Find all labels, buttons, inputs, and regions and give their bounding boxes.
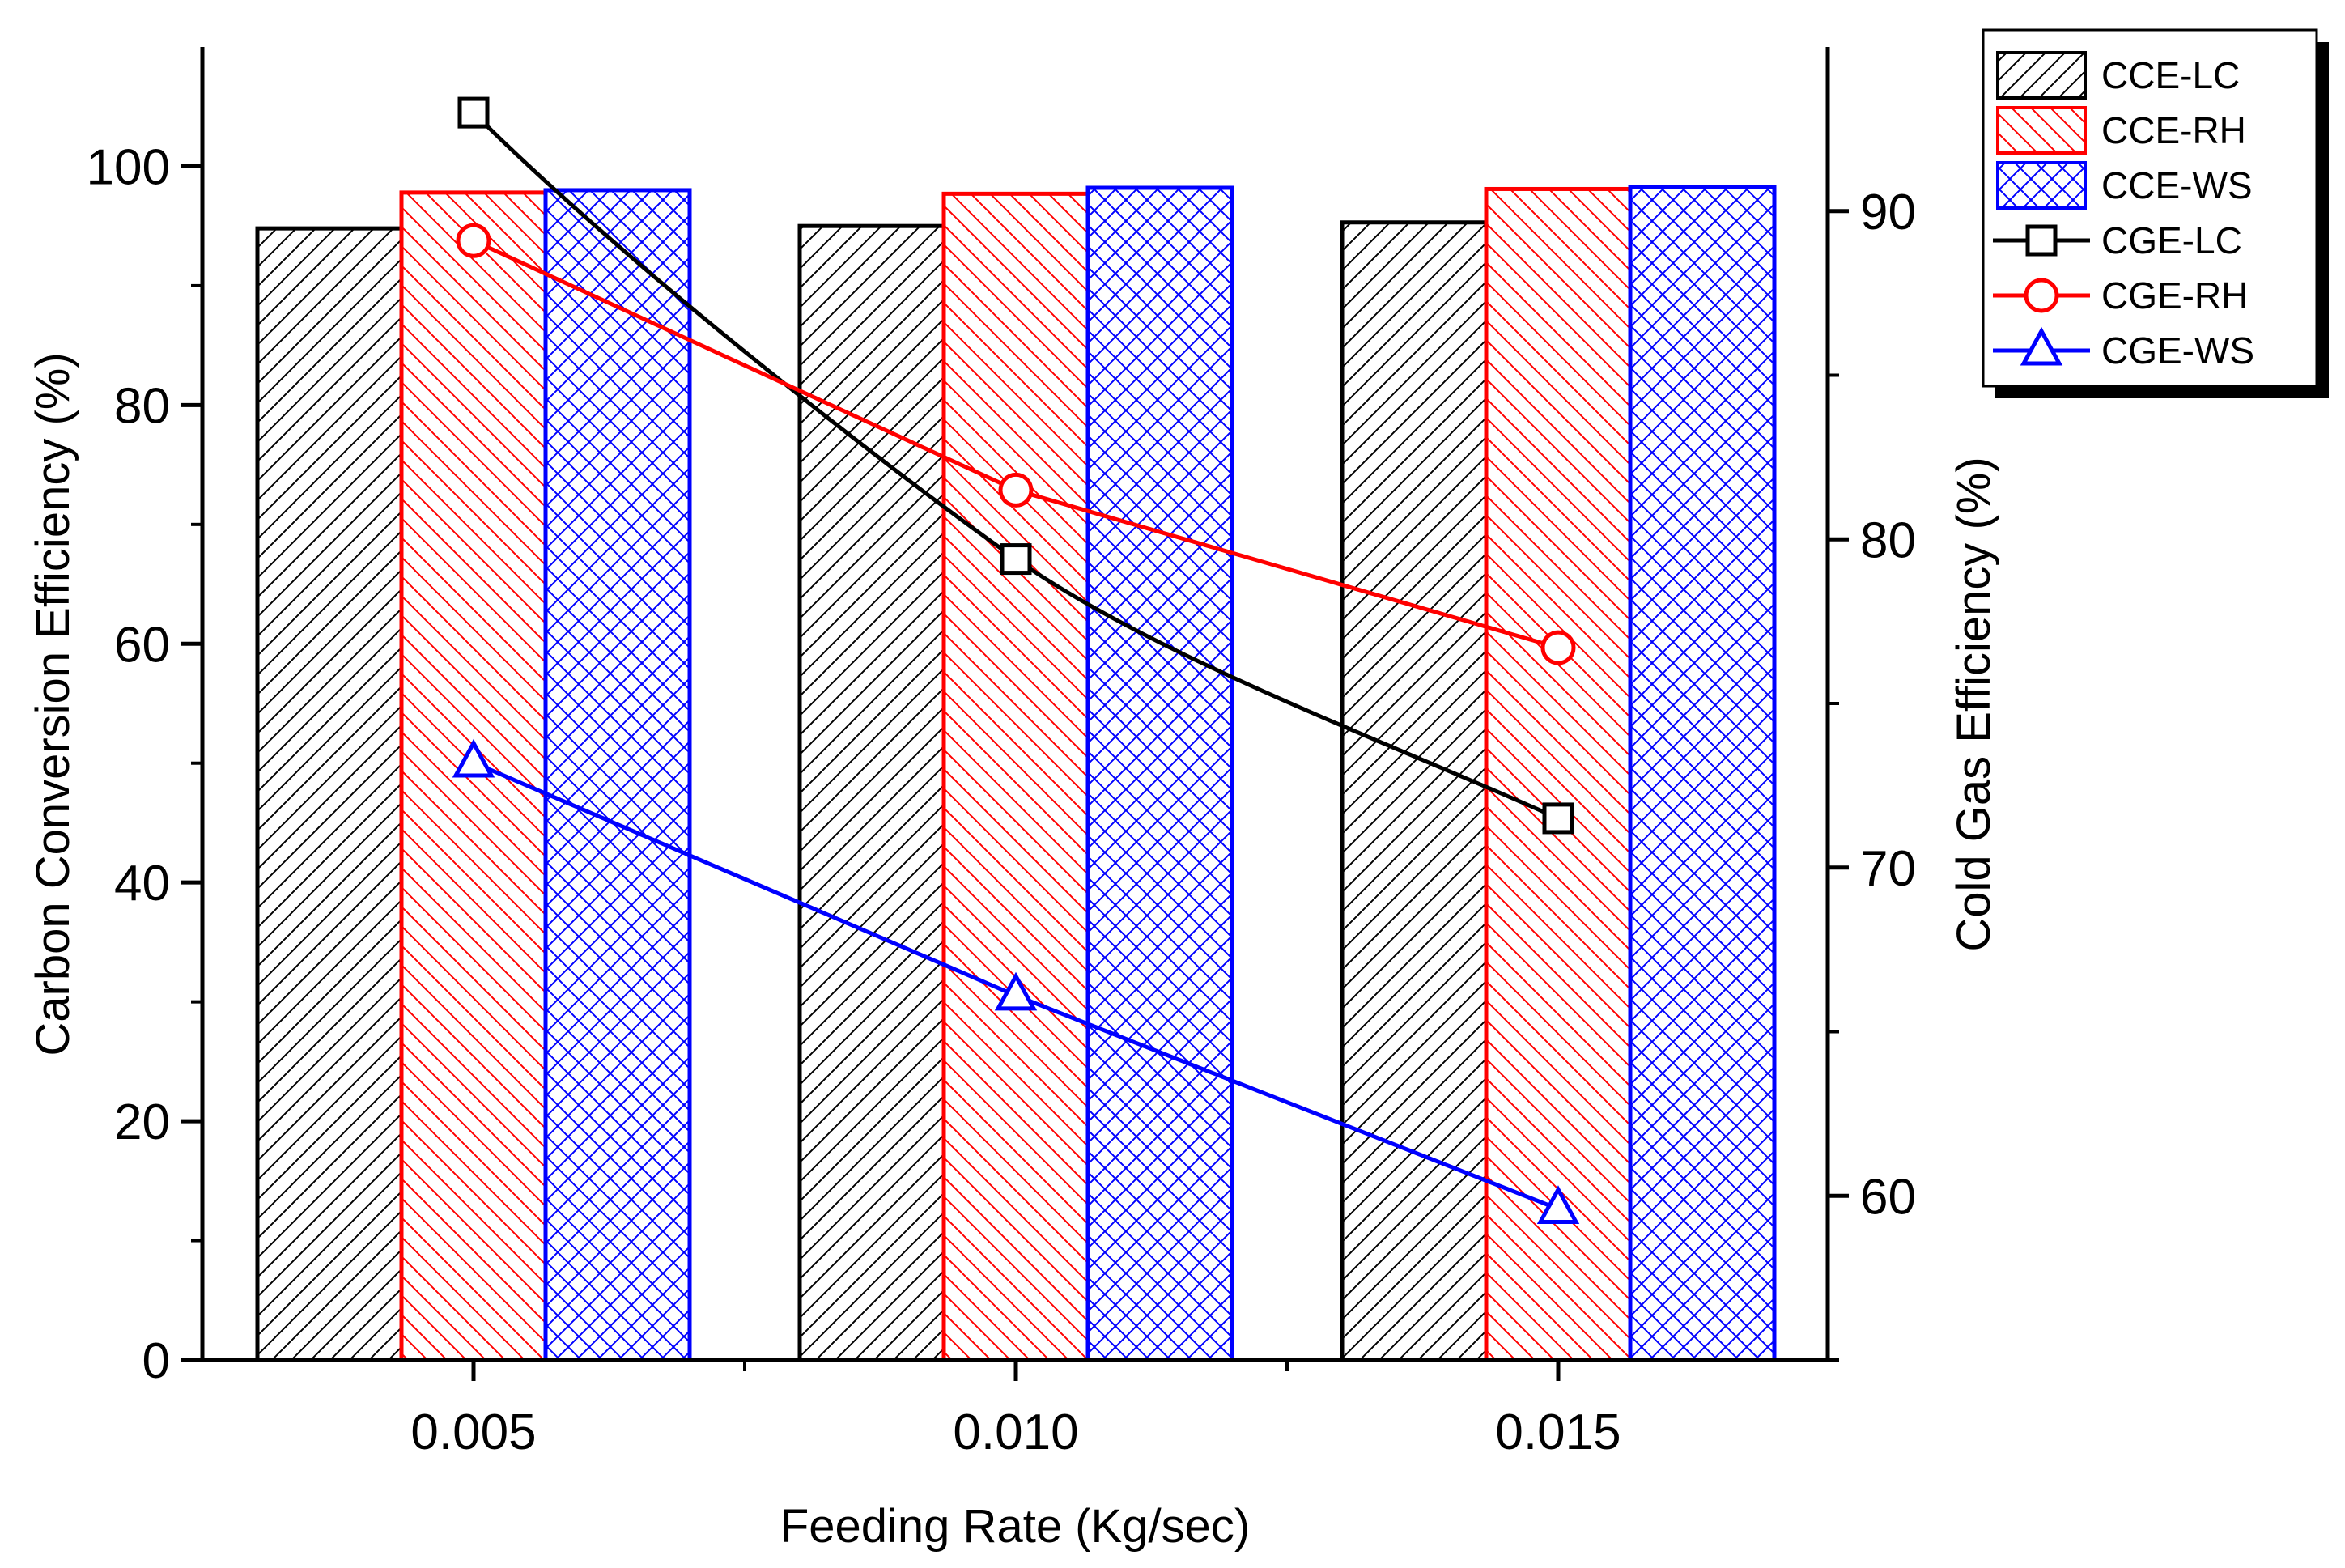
bar-fill	[543, 188, 692, 1362]
y2-axis-title: Cold Gas Efficiency (%)	[1948, 457, 2000, 951]
legend-label: CGE-WS	[2101, 329, 2254, 372]
legend-item-cce-lc: CCE-LC	[1996, 51, 2240, 100]
x-axis-title: Feeding Rate (Kg/sec)	[780, 1500, 1250, 1553]
marker-cge-lc-1	[1000, 543, 1032, 576]
legend-items: CCE-LC CCE-RH CCE-WS CGE-LC CGE-RH CGE-WS	[1993, 51, 2254, 372]
y-tick-label: 60	[114, 617, 170, 673]
bar-cce-ws-1	[1085, 185, 1234, 1362]
bar-cce-lc-1	[797, 223, 946, 1362]
legend-label: CCE-RH	[2101, 109, 2246, 151]
legend-item-cge-lc: CGE-LC	[1993, 219, 2242, 261]
bar-fill	[941, 191, 1090, 1362]
legend-marker	[2024, 278, 2059, 313]
legend-label: CCE-WS	[2101, 164, 2253, 206]
bar-cce-rh-1	[941, 191, 1090, 1362]
legend-swatch	[1996, 161, 2087, 210]
legend: CCE-LC CCE-RH CCE-WS CGE-LC CGE-RH CGE-WS	[1982, 28, 2329, 398]
legend-item-cge-rh: CGE-RH	[1993, 274, 2248, 317]
marker-cge-lc-0	[457, 96, 490, 129]
marker-cge-ws-1	[994, 971, 1038, 1011]
y2-tick-label: 60	[1860, 1169, 1916, 1225]
ticks-layer: 0 20 40 60 80 100 60 70 80 90 0.005 0.010 0.015	[87, 139, 1916, 1460]
y-tick-label: 20	[114, 1094, 170, 1150]
x-tick-label: 0.005	[410, 1404, 536, 1460]
marker-cge-ws-2	[1536, 1185, 1580, 1224]
bar-cce-ws-2	[1628, 185, 1777, 1362]
legend-item-cge-ws: CGE-WS	[1993, 326, 2254, 372]
legend-swatch	[1996, 106, 2087, 155]
bar-fill	[1484, 186, 1633, 1362]
bar-fill	[1340, 220, 1489, 1362]
y2-tick-label: 80	[1860, 512, 1916, 568]
y-tick-label: 40	[114, 856, 170, 911]
legend-item-cce-rh: CCE-RH	[1996, 106, 2246, 155]
x-tick-label: 0.015	[1495, 1404, 1621, 1460]
marker-cge-rh-0	[456, 223, 491, 258]
legend-label: CCE-LC	[2101, 54, 2240, 96]
bar-fill	[1628, 185, 1777, 1362]
legend-swatch	[1996, 51, 2087, 100]
legend-marker	[2025, 224, 2058, 257]
y2-tick-label: 70	[1860, 841, 1916, 897]
bar-fill	[255, 226, 404, 1362]
marker-cge-rh-2	[1540, 630, 1576, 665]
bar-cce-rh-2	[1484, 186, 1633, 1362]
bar-cce-ws-0	[543, 188, 692, 1362]
bars-layer	[255, 185, 1777, 1362]
bar-fill	[1085, 185, 1234, 1362]
y2-tick-label: 90	[1860, 185, 1916, 240]
y-axis-title: Carbon Conversion Efficiency (%)	[27, 352, 79, 1056]
legend-marker	[2020, 326, 2063, 366]
bar-cce-lc-0	[255, 226, 404, 1362]
legend-label: CGE-LC	[2101, 219, 2242, 261]
marker-cge-ws-0	[452, 738, 495, 778]
legend-item-cce-ws: CCE-WS	[1996, 161, 2253, 210]
y-tick-label: 80	[114, 378, 170, 434]
bar-fill	[797, 223, 946, 1362]
y-tick-label: 100	[87, 139, 170, 195]
legend-label: CGE-RH	[2101, 274, 2248, 317]
bar-cce-lc-2	[1340, 220, 1489, 1362]
x-tick-label: 0.010	[953, 1404, 1078, 1460]
lines-layer	[452, 96, 1580, 1224]
marker-cge-rh-1	[998, 472, 1034, 508]
y-tick-label: 0	[142, 1333, 170, 1389]
marker-cge-lc-2	[1542, 802, 1574, 835]
